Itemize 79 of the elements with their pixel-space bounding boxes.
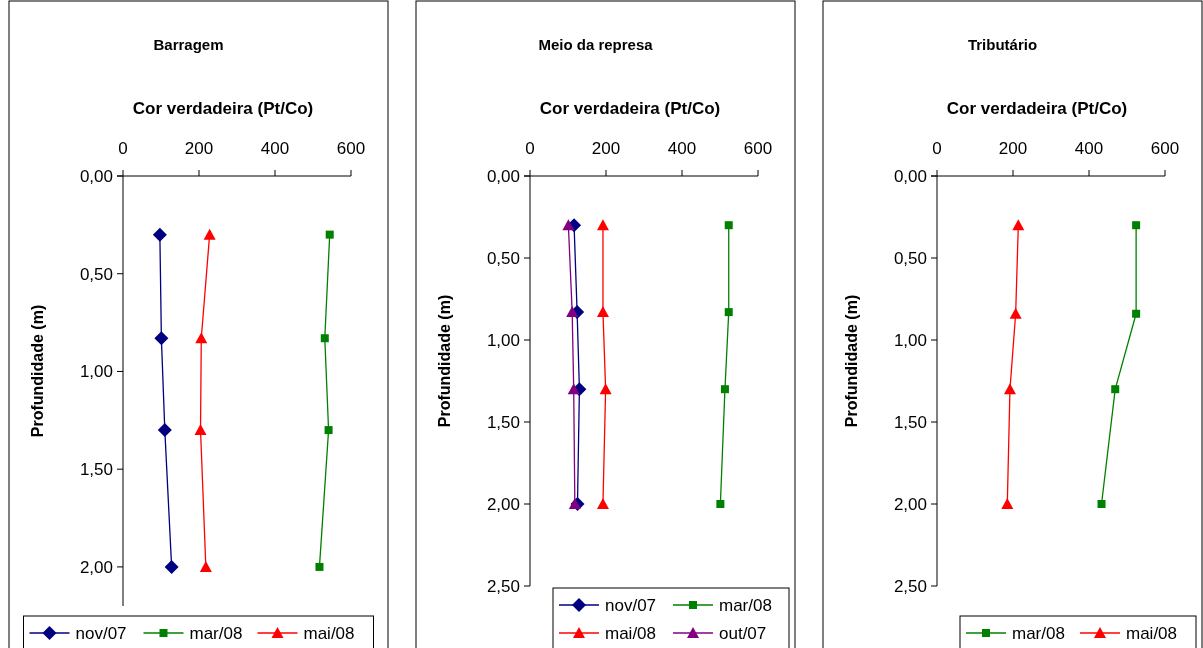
point: [1132, 309, 1141, 318]
y-tick-label: 0,50: [893, 248, 927, 268]
point: [1009, 307, 1022, 319]
point: [1097, 500, 1106, 508]
y-tick-label: 1,50: [79, 460, 113, 480]
x-axis-title: Cor verdadeira (Pt/Co): [946, 99, 1128, 118]
legend-label: mai/08: [303, 623, 355, 643]
legend-label: mai/08: [605, 623, 657, 643]
y-tick-label: 1,00: [79, 362, 113, 382]
y-tick-label: 0,50: [79, 264, 113, 284]
y-axis-title: Profundidade (m): [436, 294, 453, 428]
legend-label: out/07: [719, 623, 767, 643]
legend-label: mar/08: [189, 623, 243, 643]
point: [596, 498, 609, 509]
y-tick-label: 2,50: [486, 576, 520, 596]
point: [599, 383, 612, 395]
y-axis-title: Profundidade (m): [29, 304, 46, 438]
x-tick-label: 400: [260, 139, 290, 158]
x-tick-label: 600: [336, 139, 366, 158]
y-tick-label: 2,00: [893, 494, 927, 514]
point: [596, 219, 609, 231]
legend-label: mar/08: [1012, 623, 1065, 643]
y-tick-label: 1,50: [486, 412, 520, 432]
y-tick-label: 0,00: [486, 166, 520, 186]
point: [152, 227, 167, 242]
y-tick-label: 0,50: [486, 248, 520, 268]
point: [164, 559, 179, 574]
point: [203, 228, 216, 240]
x-axis-title: Cor verdadeira (Pt/Co): [539, 99, 721, 118]
point: [324, 426, 333, 435]
x-tick-label: 600: [1150, 139, 1180, 158]
x-tick-label: 0: [525, 139, 535, 158]
point: [720, 385, 729, 394]
legend-label: nov/07: [605, 595, 657, 615]
y-axis-title: Profundidade (m): [843, 294, 860, 428]
point: [1003, 383, 1016, 395]
point: [320, 334, 329, 343]
point: [566, 306, 579, 318]
y-tick-label: 2,50: [893, 576, 927, 596]
point: [195, 332, 208, 344]
point: [1012, 219, 1025, 231]
chart-title: Meio da represa: [538, 36, 654, 53]
point: [724, 308, 733, 317]
chart-title: Barragem: [153, 36, 224, 53]
y-tick-label: 2,00: [79, 557, 113, 577]
point: [315, 562, 324, 571]
point: [562, 219, 575, 231]
y-tick-label: 2,00: [486, 494, 520, 514]
point: [596, 306, 609, 318]
x-tick-label: 400: [1074, 139, 1104, 158]
chart-title: Tributário: [967, 36, 1038, 53]
legend-label: mai/08: [1126, 623, 1178, 643]
point: [716, 500, 725, 508]
x-axis-title: Cor verdadeira (Pt/Co): [132, 99, 314, 118]
x-tick-label: 600: [743, 139, 773, 158]
x-tick-label: 200: [998, 139, 1028, 158]
point: [194, 424, 207, 436]
point: [567, 383, 580, 395]
point: [157, 423, 172, 438]
y-tick-label: 1,00: [893, 330, 927, 350]
x-tick-label: 200: [591, 139, 621, 158]
legend-label: mar/08: [719, 595, 772, 615]
y-tick-label: 0,00: [893, 166, 927, 186]
legend-label: nov/07: [75, 623, 127, 643]
point: [199, 560, 212, 572]
point: [568, 498, 581, 509]
point: [1111, 385, 1120, 394]
point: [325, 230, 334, 239]
x-tick-label: 0: [118, 139, 128, 158]
x-tick-label: 400: [667, 139, 697, 158]
x-tick-label: 0: [932, 139, 942, 158]
point: [1132, 221, 1141, 230]
y-tick-label: 0,00: [79, 166, 113, 186]
y-tick-label: 1,00: [486, 330, 520, 350]
point: [724, 221, 733, 230]
point: [1001, 498, 1014, 509]
y-tick-label: 1,50: [893, 412, 927, 432]
point: [154, 331, 169, 346]
x-tick-label: 200: [184, 139, 214, 158]
